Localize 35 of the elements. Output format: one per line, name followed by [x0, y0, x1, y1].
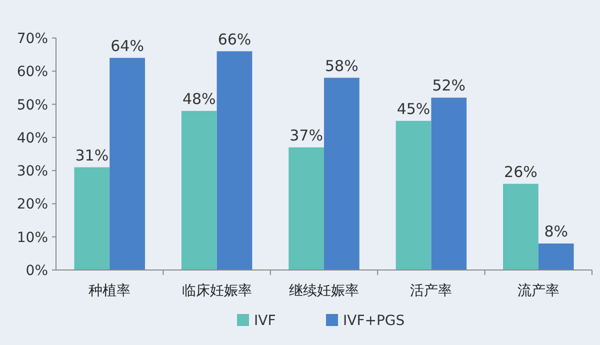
bar [74, 167, 110, 270]
bar [288, 147, 324, 270]
x-tick-label: 继续妊娠率 [289, 283, 359, 299]
bar [538, 243, 574, 270]
bar [396, 120, 432, 270]
y-tick-label: 40% [16, 130, 48, 146]
legend-label: IVF [254, 313, 276, 329]
data-label: 66% [218, 30, 252, 48]
bar [431, 98, 467, 270]
data-label: 8% [544, 222, 568, 240]
x-tick-label: 种植率 [88, 283, 131, 299]
y-tick-label: 10% [16, 230, 48, 246]
data-label: 58% [325, 56, 358, 75]
y-tick-label: 0% [26, 263, 48, 279]
y-tick-label: 30% [16, 164, 48, 180]
y-tick-label: 70% [16, 31, 48, 47]
x-tick-label: 临床妊娠率 [182, 283, 252, 299]
data-label: 48% [182, 90, 216, 108]
bar [181, 110, 217, 270]
x-tick-label: 活产率 [410, 283, 452, 299]
x-tick-label: 流产率 [517, 283, 560, 299]
bar [324, 78, 360, 270]
data-label: 26% [504, 162, 538, 181]
bar [110, 58, 145, 270]
data-label: 31% [75, 146, 109, 164]
y-tick-label: 20% [16, 196, 48, 213]
y-tick-label: 60% [16, 64, 48, 80]
data-label: 64% [110, 36, 144, 55]
bar [503, 184, 538, 270]
bar [216, 51, 252, 270]
y-tick-label: 50% [16, 97, 48, 114]
data-label: 45% [396, 100, 430, 118]
data-label: 37% [290, 126, 323, 144]
legend-label: IVF+PGS [343, 313, 405, 329]
data-label: 52% [432, 76, 466, 95]
